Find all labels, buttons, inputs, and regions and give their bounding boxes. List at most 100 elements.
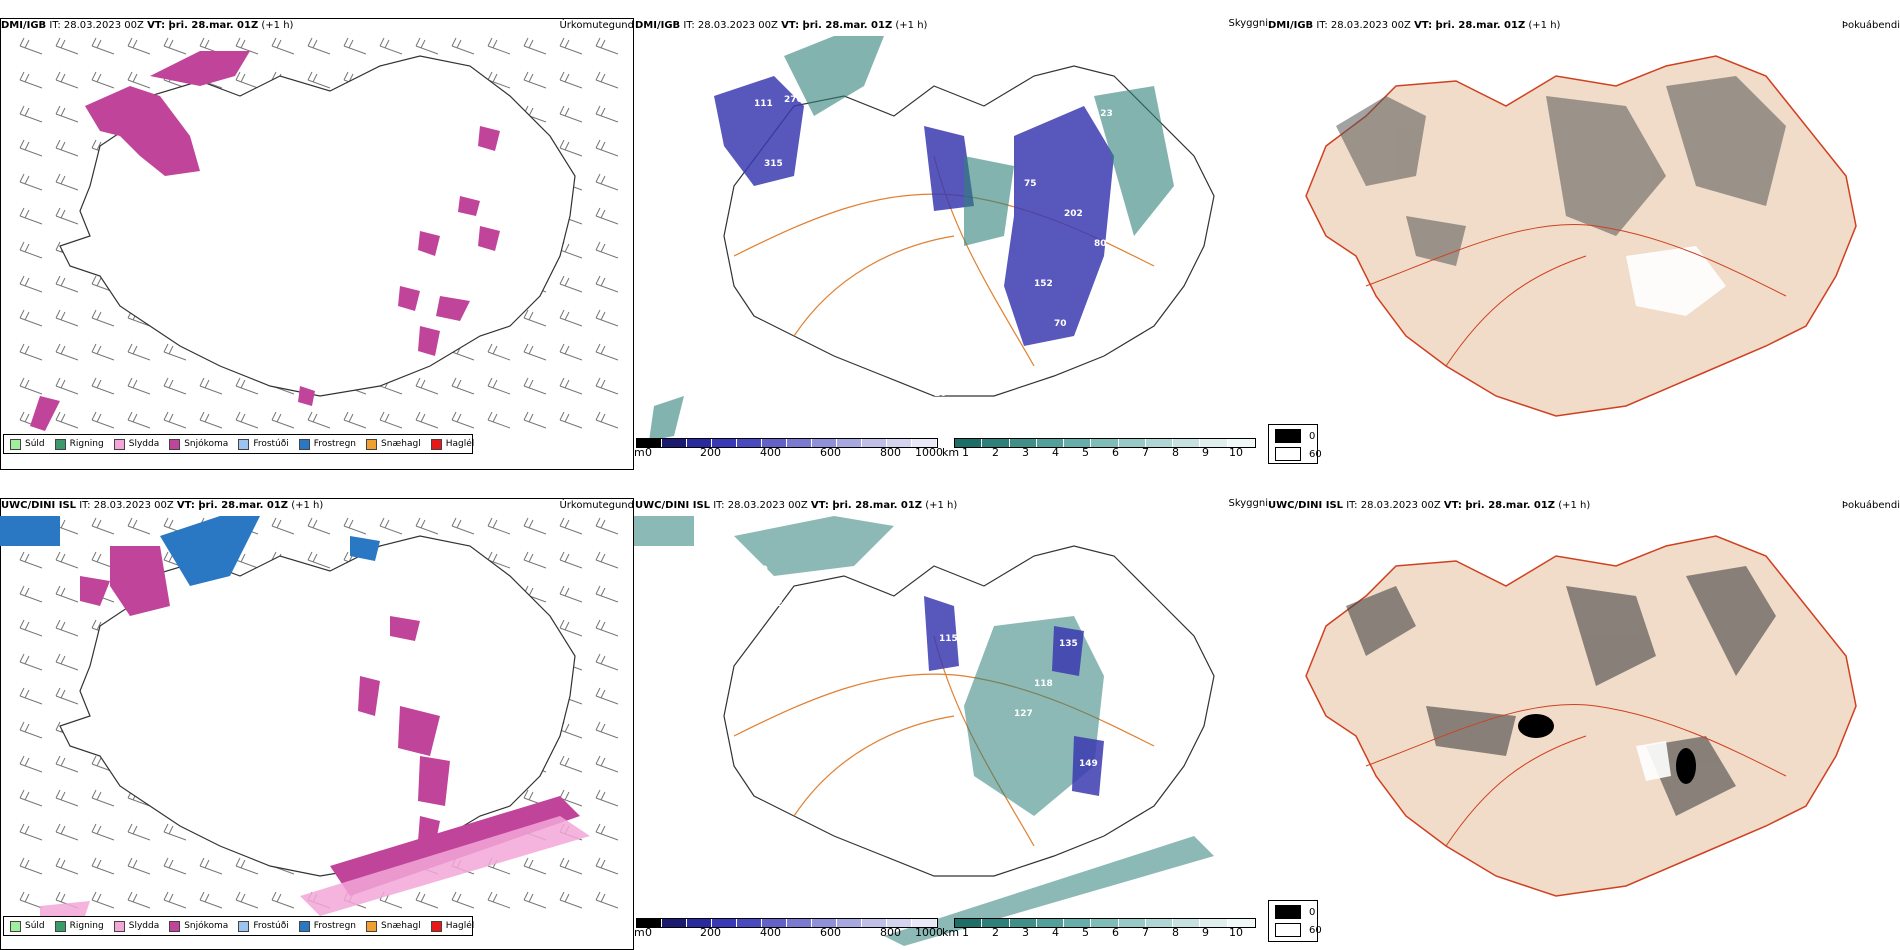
colorbar-swatch: [1200, 919, 1228, 927]
colorbar-unit-km: km: [942, 926, 960, 939]
wind-barb: [595, 653, 619, 671]
wind-barb: [595, 411, 619, 429]
precip-type-panel-bottom: UWC/DINI ISL IT: 28.03.2023 00Z VT: þri.…: [0, 494, 634, 950]
wind-barb: [55, 173, 79, 191]
wind-barb: [487, 891, 511, 909]
wind-barb: [19, 377, 43, 395]
wind-barb: [55, 377, 79, 395]
wind-barb: [487, 343, 511, 361]
map-label: 20: [1124, 699, 1137, 709]
wind-barb: [559, 105, 583, 123]
panel-header: UWC/DINI ISL IT: 28.03.2023 00Z VT: þri.…: [1, 500, 324, 511]
wind-barb: [19, 891, 43, 909]
wind-barb: [595, 139, 619, 157]
wind-barb: [559, 517, 583, 535]
wind-barb: [595, 619, 619, 637]
panel-header: UWC/DINI ISL IT: 28.03.2023 00Z VT: þri.…: [635, 500, 958, 511]
wind-barb: [595, 755, 619, 773]
wind-barb: [307, 71, 331, 89]
legend-item-rigning: Rigning: [54, 920, 104, 932]
visibility-colorbar-km-labels: km 1 2 3 4 5 6 7 8 9 10: [942, 446, 1243, 459]
wind-barb: [559, 891, 583, 909]
wind-barb: [19, 653, 43, 671]
colorbar-swatch: [737, 919, 762, 927]
wind-barb: [559, 377, 583, 395]
colorbar-swatch: [1200, 439, 1228, 447]
wind-barb: [415, 517, 439, 535]
map-label: 315: [764, 159, 783, 169]
wind-barb: [199, 891, 223, 909]
map-label: 96: [784, 189, 797, 199]
colorbar-unit-m: m: [634, 446, 645, 459]
wind-barb: [487, 411, 511, 429]
visibility-colorbar-m: [636, 438, 938, 448]
map-label: 80: [1094, 239, 1107, 249]
colorbar-swatch: [762, 439, 787, 447]
colorbar-swatch: [1036, 919, 1065, 927]
wind-barb: [19, 585, 43, 603]
colorbar-swatch: [637, 919, 662, 927]
map-label: 150: [749, 565, 768, 575]
wind-barb: [595, 173, 619, 191]
precip-legend: Súld Rigning Slydda Snjókoma Frostúði Fr…: [3, 434, 474, 454]
wind-barb: [379, 37, 403, 55]
colorbar-swatch: [887, 919, 912, 927]
colorbar-swatch: [1091, 439, 1119, 447]
colorbar-swatch: [1036, 439, 1065, 447]
wind-barb: [55, 755, 79, 773]
wind-barb: [91, 343, 115, 361]
colorbar-swatch: [712, 919, 737, 927]
fog-legend-white: 60: [1275, 447, 1322, 461]
visibility-colorbar-km: [954, 918, 1256, 928]
panel-header: UWC/DINI ISL IT: 28.03.2023 00Z VT: þri.…: [1268, 500, 1591, 511]
colorbar-swatch: [637, 439, 662, 447]
wind-barb: [595, 857, 619, 875]
legend-item-sudl: Súld: [10, 920, 45, 932]
wind-barb: [19, 139, 43, 157]
wind-barb: [379, 517, 403, 535]
precip-type-title: Úrkomutegund: [559, 20, 634, 31]
wind-barb: [523, 857, 547, 875]
wind-barb: [595, 309, 619, 327]
wind-barb: [127, 891, 151, 909]
wind-barb: [595, 275, 619, 293]
wind-barb: [451, 891, 475, 909]
legend-item-haglel: Haglél: [430, 920, 474, 932]
iceland-map-visibility-top: 111 270 29 315 96 75 202 80 152 70 123 2…: [649, 36, 1215, 441]
wind-barb: [559, 619, 583, 637]
fog-title: Þokuábendi: [1841, 20, 1900, 31]
wind-barb: [523, 517, 547, 535]
wind-barb: [91, 411, 115, 429]
wind-barb: [523, 377, 547, 395]
wind-barb: [523, 411, 547, 429]
wind-barb: [307, 551, 331, 569]
wind-barb: [55, 653, 79, 671]
colorbar-swatch: [955, 919, 983, 927]
wind-barb: [379, 411, 403, 429]
wind-barb: [559, 411, 583, 429]
visibility-title: Skyggni: [1228, 18, 1268, 29]
map-label: 135: [1059, 639, 1078, 649]
legend-item-frostregn: Frostregn: [298, 438, 356, 450]
panel-header: DMI/IGB IT: 28.03.2023 00Z VT: þri. 28.m…: [635, 20, 928, 31]
colorbar-swatch: [912, 919, 937, 927]
map-label: 75: [1024, 179, 1037, 189]
wind-barb: [595, 789, 619, 807]
colorbar-swatch: [812, 439, 837, 447]
colorbar-swatch: [787, 439, 812, 447]
wind-barb: [595, 721, 619, 739]
wind-barb: [451, 411, 475, 429]
wind-barb: [19, 619, 43, 637]
wind-barb: [595, 343, 619, 361]
wind-barb: [91, 309, 115, 327]
colorbar-swatch: [1009, 919, 1037, 927]
wind-barb: [595, 207, 619, 225]
colorbar-swatch: [862, 919, 887, 927]
map-label: 127: [1014, 709, 1033, 719]
visibility-panel-bottom: UWC/DINI ISL IT: 28.03.2023 00Z VT: þri.…: [634, 494, 1268, 950]
wind-barb: [199, 411, 223, 429]
wind-barb: [451, 377, 475, 395]
wind-barb: [343, 517, 367, 535]
wind-barb: [523, 891, 547, 909]
map-label: 270: [784, 95, 803, 105]
